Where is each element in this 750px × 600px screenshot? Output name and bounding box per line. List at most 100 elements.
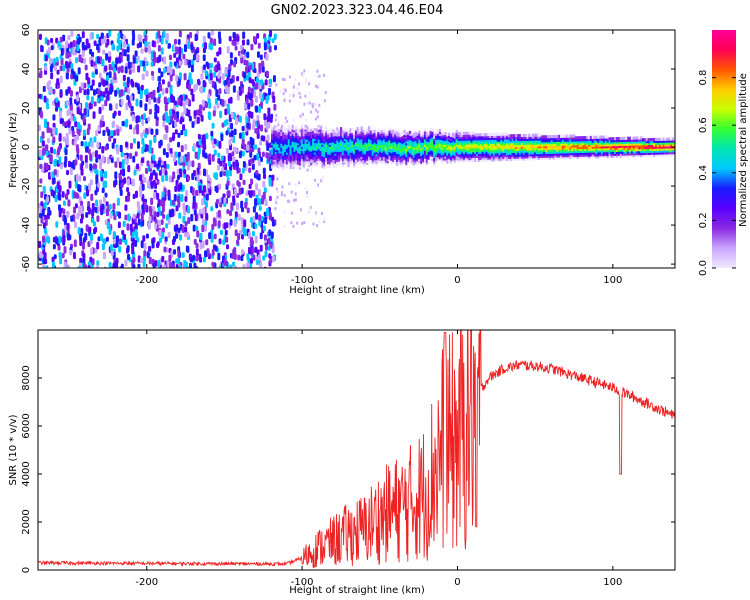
heatmap-cell (492, 154, 496, 158)
heatmap-cell (289, 165, 292, 169)
heatmap-cell (111, 43, 115, 51)
heatmap-cell (498, 154, 501, 158)
heatmap-cell (76, 44, 80, 52)
heatmap-cell (336, 143, 339, 147)
heatmap-cell (284, 143, 287, 147)
heatmap-cell (470, 133, 473, 137)
heatmap-cell (440, 132, 443, 137)
heatmap-cell (347, 163, 350, 168)
heatmap-cell (156, 192, 160, 201)
heatmap-cell (211, 261, 215, 267)
heatmap-cell (262, 225, 266, 232)
heatmap-cell (487, 136, 490, 141)
heatmap-cell (474, 139, 477, 143)
heatmap-cell (455, 145, 458, 149)
heatmap-cell (167, 97, 171, 104)
heatmap-cell (225, 236, 229, 243)
heatmap-cell (560, 150, 563, 154)
heatmap-cell (276, 133, 279, 137)
heatmap-cell (485, 133, 488, 137)
heatmap-cell (175, 233, 179, 239)
heatmap-cell (347, 162, 350, 166)
heatmap-cell (41, 131, 45, 140)
heatmap-cell (137, 141, 141, 149)
heatmap-cell (545, 156, 548, 160)
heatmap-cell (237, 167, 241, 173)
heatmap-cell (130, 78, 134, 86)
heatmap-cell (483, 138, 486, 143)
heatmap-cell (485, 148, 488, 152)
heatmap-cell (315, 153, 318, 157)
heatmap-cell (316, 115, 319, 119)
heatmap-cell (410, 138, 414, 142)
heatmap-cell (334, 131, 337, 135)
heatmap-cell (208, 153, 212, 161)
heatmap-cell (300, 155, 304, 159)
heatmap-cell (261, 60, 265, 67)
heatmap-cell (448, 146, 451, 150)
heatmap-cell (397, 154, 401, 159)
heatmap-cell (388, 133, 391, 137)
heatmap-cell (292, 85, 295, 89)
heatmap-cell (412, 156, 415, 160)
heatmap-cell (173, 249, 177, 255)
heatmap-cell (382, 134, 386, 138)
heatmap-cell (297, 136, 300, 140)
heatmap-cell (66, 210, 70, 218)
heatmap-cell (371, 148, 374, 152)
heatmap-cell (541, 148, 544, 153)
heatmap-cell (292, 92, 295, 96)
heatmap-cell (444, 141, 447, 145)
heatmap-cell (280, 126, 283, 131)
heatmap-cell (401, 148, 404, 152)
heatmap-cell (300, 132, 304, 136)
heatmap-cell (259, 260, 263, 268)
heatmap-cell (442, 135, 445, 140)
heatmap-cell (526, 145, 529, 149)
heatmap-cell (509, 138, 512, 142)
heatmap-cell (429, 127, 432, 132)
heatmap-cell (369, 131, 373, 135)
heatmap-cell (284, 154, 287, 158)
heatmap-cell (504, 150, 507, 154)
heatmap-cell (326, 155, 330, 159)
heatmap-cell (472, 139, 475, 143)
heatmap-cell (248, 167, 252, 174)
heatmap-cell (381, 155, 384, 159)
heatmap-cell (545, 154, 548, 158)
heatmap-cell (468, 135, 471, 139)
heatmap-cell (541, 154, 544, 159)
heatmap-cell (325, 133, 328, 137)
heatmap-cell (237, 233, 241, 241)
heatmap-cell (379, 140, 382, 144)
heatmap-cell (407, 135, 410, 139)
heatmap-cell (58, 193, 62, 201)
heatmap-cell (459, 155, 462, 159)
heatmap-cell (438, 136, 442, 140)
heatmap-cell (323, 73, 326, 77)
heatmap-cell (300, 143, 304, 148)
heatmap-cell (124, 214, 128, 221)
heatmap-cell (481, 135, 484, 139)
heatmap-cell (229, 52, 233, 59)
heatmap-cell (403, 157, 406, 161)
heatmap-cell (492, 148, 496, 152)
heatmap-cell (546, 150, 550, 154)
heatmap-cell (274, 152, 277, 156)
heatmap-cell (89, 163, 93, 171)
heatmap-cell (65, 132, 69, 140)
heatmap-cell (114, 161, 118, 168)
heatmap-cell (315, 147, 318, 152)
heatmap-cell (543, 154, 546, 158)
heatmap-cell (520, 143, 524, 147)
heatmap-cell (275, 187, 278, 191)
heatmap-cell (491, 138, 494, 142)
heatmap-cell (360, 157, 363, 161)
heatmap-cell (479, 150, 483, 154)
heatmap-cell (381, 159, 384, 163)
heatmap-cell (188, 253, 192, 261)
heatmap-cell (338, 131, 341, 135)
heatmap-cell (131, 246, 135, 255)
heatmap-cell (414, 151, 417, 155)
